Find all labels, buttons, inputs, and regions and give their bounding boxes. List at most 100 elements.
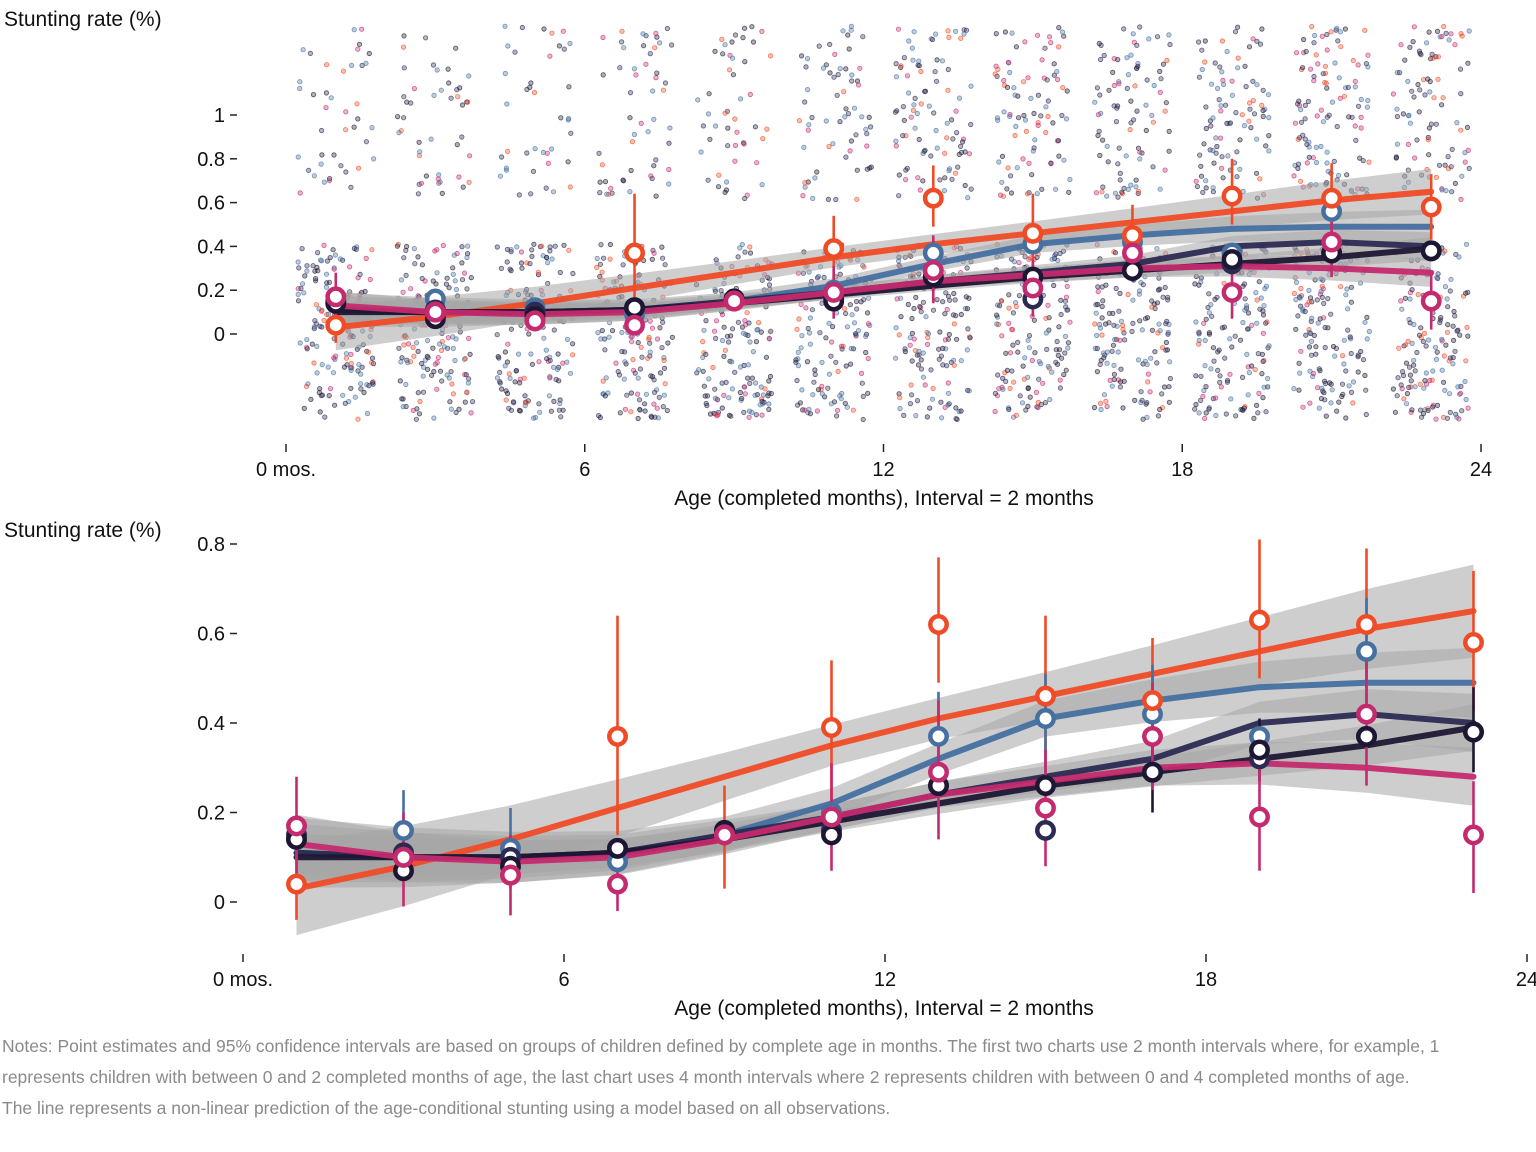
raw-observation-point xyxy=(602,179,609,185)
raw-observation-point xyxy=(337,256,343,262)
raw-observation-point xyxy=(1449,146,1455,152)
y-tick-label: 0 xyxy=(214,892,225,914)
raw-observation-point xyxy=(1313,144,1319,150)
raw-observation-point xyxy=(951,362,957,368)
raw-observation-point xyxy=(446,285,452,291)
raw-observation-point xyxy=(1332,353,1338,359)
raw-observation-point xyxy=(565,159,571,165)
raw-observation-point xyxy=(1119,189,1125,195)
raw-observation-point xyxy=(1332,60,1338,66)
raw-observation-point xyxy=(1239,112,1245,118)
raw-observation-point xyxy=(1233,110,1239,116)
raw-observation-point xyxy=(431,415,437,421)
raw-observation-point xyxy=(1429,51,1435,57)
raw-observation-point xyxy=(1297,135,1303,141)
raw-observation-point xyxy=(522,393,528,399)
raw-observation-point xyxy=(911,102,917,108)
raw-observation-point xyxy=(541,335,547,341)
raw-observation-point xyxy=(1407,372,1414,378)
raw-observation-point xyxy=(1426,337,1432,343)
raw-observation-point xyxy=(898,313,904,320)
raw-observation-point xyxy=(654,336,661,342)
raw-observation-point xyxy=(1398,298,1404,304)
raw-observation-point xyxy=(1442,248,1448,254)
raw-observation-point xyxy=(1013,123,1019,130)
raw-observation-point xyxy=(1017,393,1023,399)
raw-observation-point xyxy=(1212,296,1218,302)
point-estimate-dark xyxy=(1142,761,1163,783)
fitted-line-magenta xyxy=(293,760,1477,865)
raw-observation-point xyxy=(998,298,1005,304)
raw-observation-point xyxy=(643,61,649,67)
raw-observation-point xyxy=(964,387,971,393)
raw-observation-point xyxy=(1117,337,1123,343)
raw-observation-point xyxy=(1118,366,1124,372)
raw-observation-point xyxy=(934,145,940,151)
raw-observation-point xyxy=(1407,296,1413,302)
raw-observation-point xyxy=(529,361,536,367)
raw-observation-point xyxy=(647,340,653,346)
raw-observation-point xyxy=(1026,160,1032,166)
raw-observation-point xyxy=(602,347,608,353)
raw-observation-point xyxy=(638,120,644,127)
raw-observation-point xyxy=(1355,103,1362,109)
raw-observation-point xyxy=(999,153,1006,159)
raw-observation-point xyxy=(1398,382,1404,388)
raw-observation-point xyxy=(1328,29,1334,35)
raw-observation-point xyxy=(450,271,456,277)
raw-observation-point xyxy=(832,51,838,58)
raw-observation-point xyxy=(1251,111,1258,117)
raw-observation-point xyxy=(1093,190,1100,196)
raw-observation-point xyxy=(945,66,951,73)
raw-observation-point xyxy=(946,401,952,407)
raw-observation-point xyxy=(1134,42,1140,48)
raw-observation-point xyxy=(512,379,518,385)
x-tick-label: 12 xyxy=(874,969,896,991)
raw-observation-point xyxy=(943,363,950,369)
raw-observation-point xyxy=(958,311,964,318)
raw-observation-point xyxy=(497,380,503,386)
raw-observation-point xyxy=(403,272,409,278)
raw-observation-point xyxy=(524,86,530,93)
x-tick-label: 24 xyxy=(1516,969,1536,991)
raw-observation-point xyxy=(1422,92,1428,98)
raw-observation-point xyxy=(398,359,404,365)
raw-observation-point xyxy=(1295,165,1301,171)
raw-observation-point xyxy=(549,30,555,36)
raw-observation-point xyxy=(422,35,429,41)
raw-observation-point xyxy=(1061,371,1067,378)
raw-observation-point xyxy=(328,95,334,101)
raw-observation-point xyxy=(342,127,349,133)
raw-observation-point xyxy=(1395,375,1401,381)
raw-observation-point xyxy=(454,250,460,257)
raw-observation-point xyxy=(1312,32,1318,39)
raw-observation-point xyxy=(861,297,867,303)
raw-observation-point xyxy=(1414,349,1420,356)
raw-observation-point xyxy=(1350,400,1356,406)
raw-observation-point xyxy=(1364,104,1371,110)
raw-observation-point xyxy=(1211,358,1217,364)
raw-observation-point xyxy=(405,341,412,347)
raw-observation-point xyxy=(865,321,872,327)
raw-observation-point xyxy=(1294,50,1300,56)
raw-observation-point xyxy=(1412,384,1418,390)
raw-observation-point xyxy=(412,261,418,267)
raw-observation-point xyxy=(1094,368,1101,375)
raw-observation-point xyxy=(819,391,825,397)
raw-observation-point xyxy=(742,195,748,202)
raw-observation-point xyxy=(1405,338,1411,344)
point-estimate-magenta xyxy=(821,806,842,828)
fitted-lines xyxy=(293,608,1477,892)
raw-observation-point xyxy=(1298,119,1305,125)
raw-observation-point xyxy=(963,294,969,300)
raw-observation-point xyxy=(960,136,967,142)
raw-observation-point xyxy=(1196,329,1202,335)
raw-observation-point xyxy=(1043,129,1049,136)
raw-observation-point xyxy=(1013,44,1020,50)
raw-observation-point xyxy=(1203,125,1209,132)
raw-observation-point xyxy=(1234,149,1240,155)
raw-observation-point xyxy=(999,179,1005,185)
raw-observation-point xyxy=(1322,63,1329,69)
raw-observation-point xyxy=(359,62,365,69)
raw-observation-point xyxy=(464,390,470,396)
